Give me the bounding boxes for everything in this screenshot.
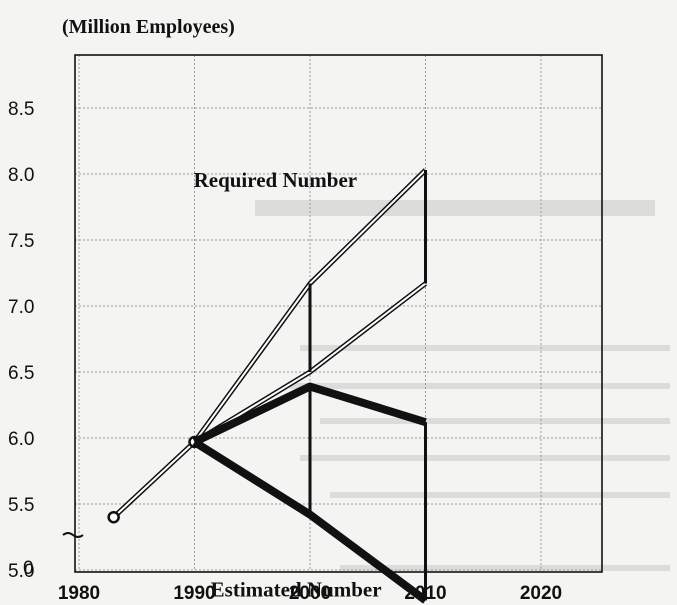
series-estimated-number	[192, 382, 428, 604]
y-tick-label: 6.0	[8, 429, 34, 450]
annotation-label: Estimated Number	[211, 577, 382, 601]
grid	[75, 55, 602, 572]
y-tick-label: 6.5	[8, 363, 34, 384]
y-tick-label: 7.0	[8, 297, 34, 318]
y-tick-label: 7.5	[8, 231, 34, 252]
y-axis-ticks: 8.5 8.0 7.5 7.0 6.5 6.0 5.5 5.0	[8, 99, 34, 582]
y-axis-break-mark	[62, 532, 84, 538]
y-tick-label: 5.5	[8, 495, 34, 516]
series-layer	[107, 168, 428, 604]
y-tick-label: 5.0	[8, 561, 34, 582]
y-tick-label: 8.5	[8, 99, 34, 120]
x-tick-label: 1990	[173, 583, 215, 604]
series-line-fill	[112, 169, 427, 518]
x-tick-label: 1980	[58, 583, 100, 604]
y-tick-label: 8.0	[8, 165, 34, 186]
annotations: Required Number Estimated Number	[194, 168, 382, 601]
series-line-outline	[111, 168, 428, 520]
x-tick-label: 2000	[289, 583, 331, 604]
annotation-label: Required Number	[194, 168, 358, 192]
x-tick-label: 2020	[520, 583, 562, 604]
y-axis-zero-label: 0	[23, 558, 34, 579]
x-axis-ticks: 19801990200020102020	[58, 583, 562, 604]
series-required-number	[107, 168, 428, 524]
plot-frame	[74, 54, 603, 573]
y-axis-unit-label: (Million Employees)	[62, 16, 235, 38]
data-point-start	[107, 510, 120, 524]
